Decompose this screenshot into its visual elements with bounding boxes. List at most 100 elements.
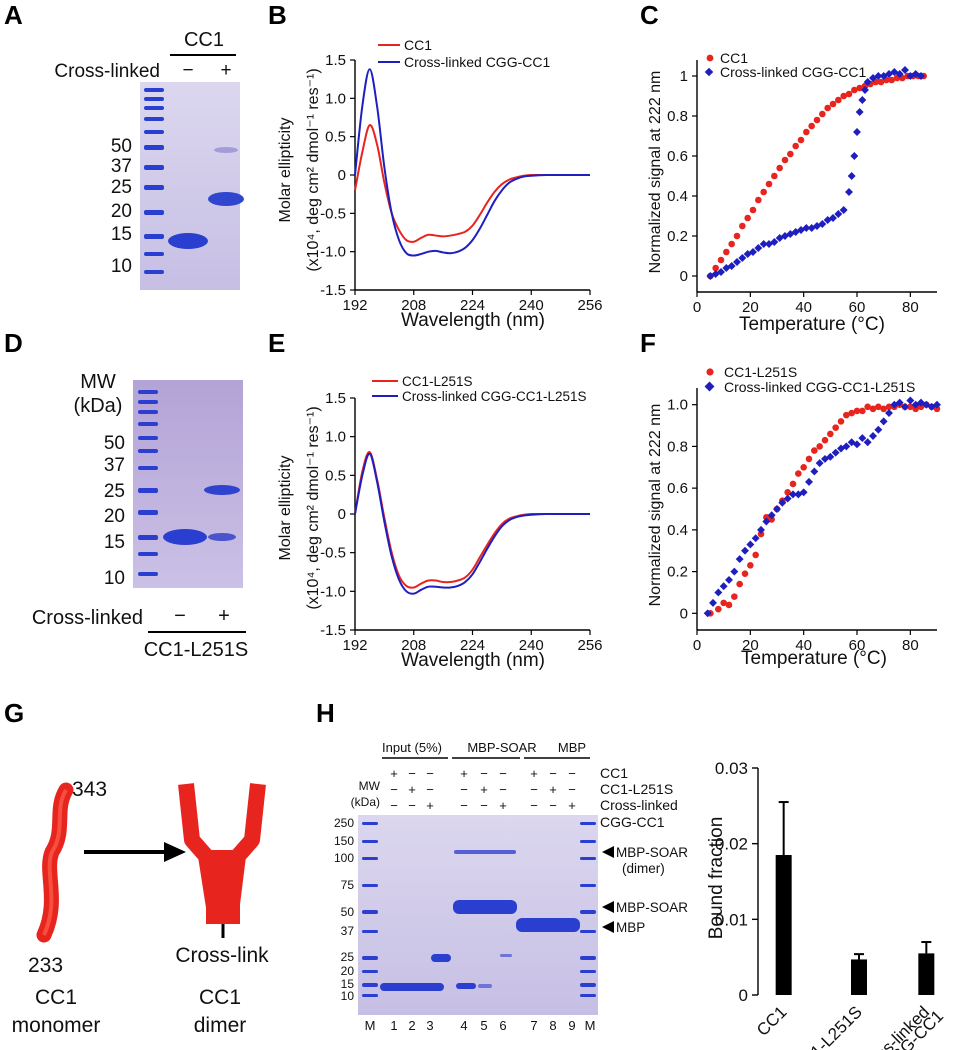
chart-c-legend-1: CC1 [720, 50, 748, 66]
monomer-n-term: 233 [28, 954, 63, 977]
gel-h-marker-100: 100 [334, 851, 354, 865]
chart-c-point-s2 [895, 70, 904, 78]
chart-c-point-s1 [888, 76, 895, 84]
chart-e-series-2-line [354, 452, 590, 595]
chart-e-ytick-label: 0.5 [325, 467, 346, 484]
chart-c-point-s1 [744, 214, 751, 222]
gel-h-lane-label: 2 [408, 1018, 415, 1033]
gel-h-marker-75: 75 [341, 878, 355, 892]
chart-c-point-s1 [803, 128, 810, 136]
chart-c-point-s1 [835, 96, 842, 104]
chart-c-ytick-label: 1 [680, 68, 688, 85]
chart-f-point-s2 [767, 511, 776, 520]
chart-f-point-s2 [714, 588, 723, 597]
chart-c-point-s1 [787, 150, 794, 158]
gel-d-sign-1: − [174, 605, 186, 627]
chart-f-point-s2 [773, 505, 781, 513]
chart-c-point-s2 [850, 152, 859, 160]
gel-d: MW (kDa) 50 37 25 20 15 10 Cross-linked … [32, 371, 248, 661]
chart-b-legend-2: Cross-linked CGG-CC1 [404, 54, 550, 70]
chart-e-ylabel-2: (x10⁴, deg cm² dmol⁻¹ res⁻¹) [305, 406, 322, 609]
chart-c-xtick-label: 40 [795, 299, 812, 316]
gel-h-row-label-1: CC1 [600, 765, 628, 781]
gel-a-markers: 50 37 25 20 15 10 [111, 136, 132, 277]
chart-c-point-s2 [749, 248, 757, 256]
chart-f-point-s2 [831, 448, 840, 457]
chart-f-point-s1 [885, 403, 893, 411]
chart-h-ytick-label: 0.01 [715, 910, 748, 929]
chart-f-point-s1 [816, 443, 823, 450]
chart-c-point-s1 [771, 172, 778, 180]
chart-c-point-s1 [712, 264, 719, 272]
chart-c-point-s2 [863, 78, 872, 86]
chart-e-ytick-label: -1.5 [320, 622, 346, 639]
gel-a-band-dimer [208, 192, 244, 206]
chart-f-ytick-label: 1.0 [667, 397, 688, 414]
gel-a-title: CC1 [184, 29, 224, 51]
chart-f-point-s1 [933, 405, 941, 413]
gel-h-sign: − [390, 782, 398, 797]
chart-e-xtick-label: 192 [342, 637, 367, 654]
chart-f-point-s2 [869, 432, 877, 440]
gel-h-sign: − [549, 766, 557, 781]
panel-label-c: C [640, 0, 659, 30]
gel-d-kda-label: (kDa) [74, 395, 123, 417]
chart-b: Molar ellipticity (x10⁴, deg cm² dmol⁻¹ … [277, 37, 603, 331]
chart-b-ylabel-1: Molar ellipticity [277, 118, 294, 223]
chart-b-ytick-label: -1.0 [320, 244, 346, 261]
chart-b-ytick-label: 0.5 [325, 129, 346, 146]
chart-f-point-s2 [735, 555, 744, 564]
gel-d-ladder [138, 390, 158, 576]
chart-e-ytick-label: -1.0 [320, 583, 346, 600]
gel-h-group-mbp-soar: MBP-SOAR [467, 740, 536, 755]
gel-a-band-faint [214, 147, 238, 153]
gel-h-sign: − [390, 798, 398, 813]
monomer-c-term: 343 [72, 778, 107, 801]
chart-e-legend-1: CC1-L251S [402, 374, 473, 389]
gel-d-band-dimer [204, 485, 240, 495]
gel-h-arrow-label-mbp-soar: MBP-SOAR [616, 900, 688, 915]
chart-c-xtick-label: 60 [849, 299, 866, 316]
dimer-structure [178, 783, 266, 938]
chart-c-xlabel: Temperature (°C) [739, 314, 885, 335]
chart-e-legend-2: Cross-linked CGG-CC1-L251S [402, 389, 587, 404]
panel-label-e: E [268, 328, 285, 358]
chart-f: Normalized signal at 222 nm Temperature … [647, 364, 941, 669]
chart-f-point-s1 [805, 455, 813, 463]
chart-f-point-s2 [906, 396, 915, 405]
chart-b-series-1-line [354, 124, 590, 243]
gel-d-marker-37: 37 [104, 455, 125, 476]
chart-c-point-s1 [792, 142, 799, 150]
chart-f-xlabel: Temperature (°C) [741, 648, 887, 669]
chart-c-point-s1 [739, 222, 746, 230]
gel-h-sign: + [460, 766, 468, 781]
chart-e-xtick-label: 208 [401, 637, 426, 654]
chart-h-ytick-label: 0.03 [715, 759, 748, 778]
chart-b-legend-1: CC1 [404, 37, 432, 53]
chart-e-ylabel-1: Molar ellipticity [277, 456, 294, 561]
chart-c-point-s2 [818, 220, 827, 228]
chart-c-point-s2 [754, 244, 763, 252]
chart-f-xtick-label: 0 [693, 637, 701, 654]
monomer-title: CC1 [35, 986, 77, 1009]
monomer-helix-highlight [42, 788, 68, 936]
chart-f-ytick-label: 0.8 [667, 438, 688, 455]
gel-h-lane-label: 3 [426, 1018, 433, 1033]
chart-f-point-s1 [811, 447, 818, 454]
chart-f-point-s2 [810, 467, 819, 476]
chart-h-bar-1 [775, 855, 792, 995]
chart-f-xtick-label: 20 [742, 637, 759, 654]
chart-c-point-s1 [749, 206, 757, 214]
panel-label-g: G [4, 698, 24, 728]
chart-f-point-s2 [719, 582, 728, 591]
chart-f-point-s2 [933, 400, 941, 409]
gel-h-arrow-sub-dimer: (dimer) [622, 861, 665, 876]
chart-c-ytick-label: 0.4 [667, 188, 688, 205]
gel-d-marker-10: 10 [104, 568, 125, 589]
chart-f-point-s1 [789, 480, 797, 488]
chart-f-ytick-label: 0.4 [667, 522, 688, 539]
chart-h-bar: Bound fraction 0 0.01 0.02 0.03 CC1 CC1-L251S… [706, 759, 947, 1050]
chart-e-ytick-label: 0 [338, 506, 346, 523]
gel-a-sign-1: − [182, 60, 193, 81]
